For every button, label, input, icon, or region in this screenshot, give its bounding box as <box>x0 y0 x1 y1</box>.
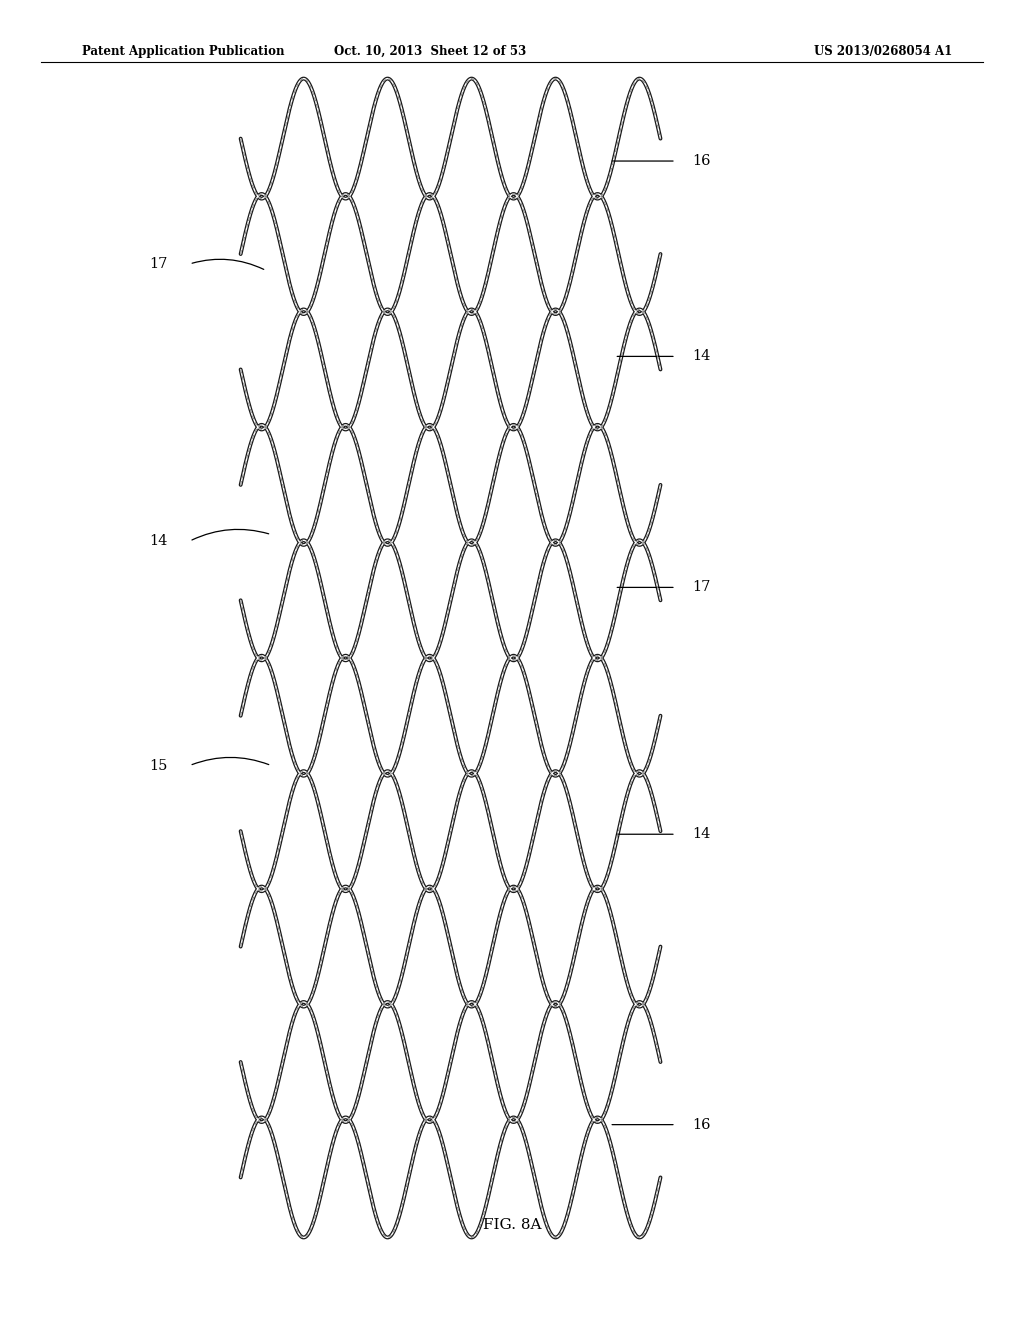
Text: Oct. 10, 2013  Sheet 12 of 53: Oct. 10, 2013 Sheet 12 of 53 <box>334 45 526 58</box>
Text: 15: 15 <box>150 759 168 772</box>
Text: Patent Application Publication: Patent Application Publication <box>82 45 285 58</box>
Text: 14: 14 <box>692 350 711 363</box>
Text: FIG. 8A: FIG. 8A <box>482 1218 542 1232</box>
Text: US 2013/0268054 A1: US 2013/0268054 A1 <box>814 45 952 58</box>
Text: 16: 16 <box>692 1118 711 1131</box>
Text: 14: 14 <box>150 535 168 548</box>
Text: 14: 14 <box>692 828 711 841</box>
Text: 16: 16 <box>692 154 711 168</box>
Text: 17: 17 <box>150 257 168 271</box>
Text: 17: 17 <box>692 581 711 594</box>
